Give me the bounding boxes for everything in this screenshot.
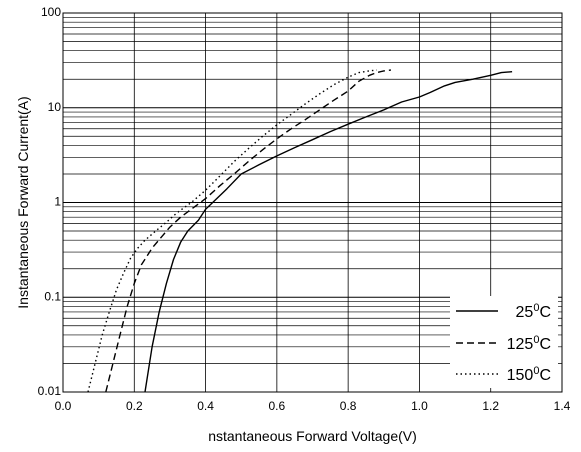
series-line-125c: [105, 69, 391, 393]
x-tick-label: 1.2: [482, 399, 499, 413]
y-tick-label: 0.01: [38, 384, 62, 398]
y-axis-label: Instantaneous Forward Current(A): [15, 96, 31, 308]
tick-labels: 0.0 0.2 0.4 0.6 0.8 1.0 1.2 1.4 0.01 0.1 1 10 100: [38, 5, 571, 413]
series-line-25c: [144, 71, 513, 393]
x-axis-label: nstantaneous Forward Voltage(V): [208, 428, 417, 444]
legend: 250C 1250C 1500C: [450, 296, 558, 388]
x-tick-label: 0.2: [126, 399, 143, 413]
legend-label-125c: 1250C: [507, 334, 551, 353]
x-tick-label: 0.4: [197, 399, 214, 413]
plot-frame: [62, 12, 563, 393]
y-tick-label: 1: [54, 195, 61, 209]
x-tick-label: 0.6: [269, 399, 286, 413]
legend-label-25c: 250C: [516, 302, 551, 321]
x-tick-label: 0.0: [55, 399, 72, 413]
x-tick-label: 1.0: [411, 399, 428, 413]
y-tick-label: 0.1: [44, 289, 61, 303]
legend-label-150c: 1500C: [507, 365, 551, 384]
series-lines: [87, 69, 513, 393]
x-tick-label: 0.8: [340, 399, 357, 413]
y-tick-label: 100: [41, 5, 61, 19]
x-tick-label: 1.4: [554, 399, 571, 413]
y-tick-label: 10: [48, 100, 62, 114]
